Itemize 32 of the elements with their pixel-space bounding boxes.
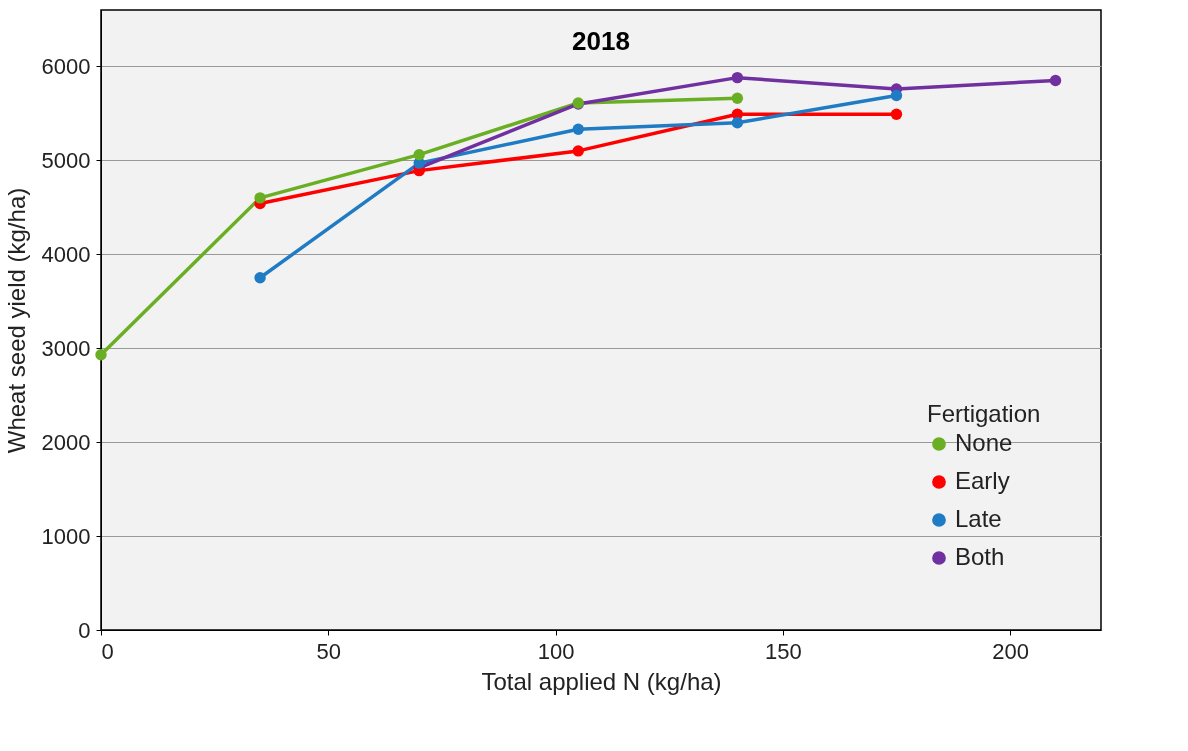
y-axis-title: Wheat seed yield (kg/ha) [2,187,30,454]
x-tick-label: 100 [537,638,575,664]
point [890,108,903,120]
point [890,89,903,102]
x-tick-label: 0 [101,638,114,664]
y-tick-label: 1000 [41,523,91,549]
point [572,123,584,135]
point [1049,74,1062,87]
point [572,145,584,157]
y-tick-label: 6000 [41,53,91,79]
x-tick-label: 150 [764,638,802,664]
legend-label: Early [955,467,1010,494]
point [731,92,744,104]
y-tick-label: 3000 [41,335,91,361]
x-tick-label: 50 [316,638,342,664]
text: 2018 [572,26,630,56]
point [731,117,744,129]
x-axis-title: Total applied N (kg/ha) [481,667,722,695]
y-tick-label: 2000 [41,429,91,455]
point [254,192,266,204]
legend-title: Fertigation [927,400,1041,427]
legend-label: Late [955,505,1002,532]
legend-label: None [955,429,1013,456]
point [95,349,107,361]
point [254,272,266,284]
point [731,71,744,84]
point [413,148,425,161]
legend-label: Both [955,543,1005,570]
x-tick-label: 200 [992,638,1029,664]
y-tick-label: 0 [78,617,91,643]
y-tick-label: 5000 [41,147,91,173]
y-tick-label: 4000 [41,241,91,267]
